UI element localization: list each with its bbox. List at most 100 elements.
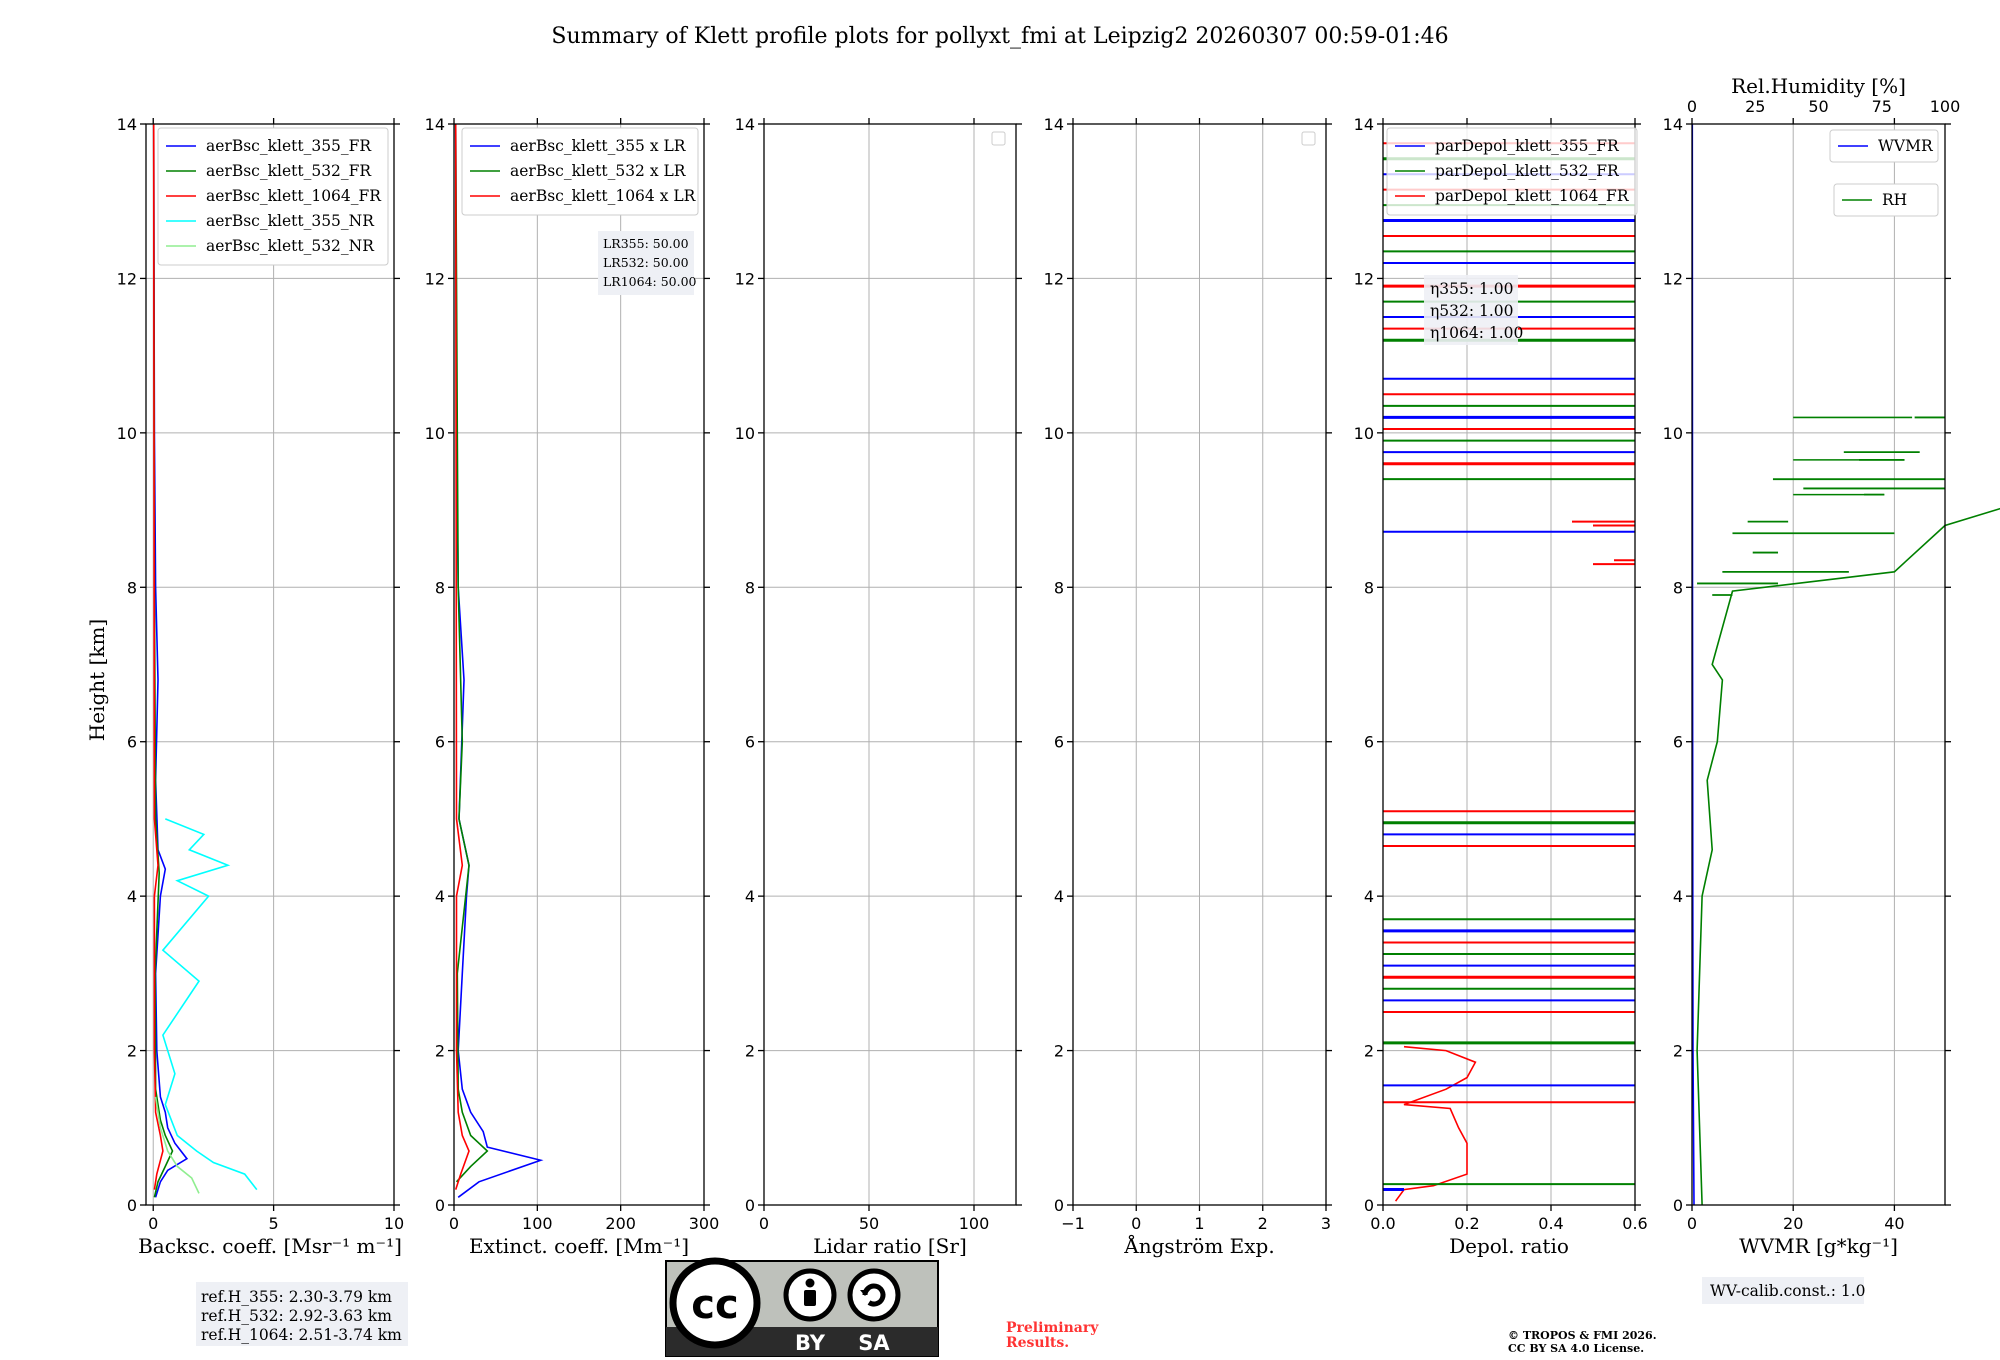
refh-annotation: ref.H_355: 2.30-3.79 km ref.H_532: 2.92-… [196, 1282, 408, 1346]
y-tick-label: 2 [1673, 1042, 1683, 1061]
x-tick-label: 0 [1687, 1214, 1697, 1233]
legend-label: aerBsc_klett_355 x LR [510, 137, 687, 155]
y-tick-label: 14 [1354, 115, 1374, 134]
x-tick-label: 5 [269, 1214, 279, 1233]
y-tick-label: 0 [1054, 1196, 1064, 1215]
y-tick-label: 4 [1673, 887, 1683, 906]
y-tick-label: 8 [127, 578, 137, 597]
y-tick-label: 8 [1054, 578, 1064, 597]
copyright-line-2: CC BY SA 4.0 License. [1508, 1342, 1644, 1355]
lr-1064: LR1064: 50.00 [603, 274, 697, 289]
y-tick-label: 12 [117, 269, 137, 288]
y-tick-label: 6 [1364, 733, 1374, 752]
wv-calib-annotation: WV-calib.const.: 1.0 [1702, 1277, 1866, 1304]
x-tick-label: 200 [605, 1214, 636, 1233]
y-tick-label: 12 [735, 269, 755, 288]
y-tick-label: 4 [127, 887, 137, 906]
panel-frame [763, 123, 1017, 1206]
lr-355: LR355: 50.00 [603, 236, 689, 251]
x-axis-label: Backsc. coeff. [Msr⁻¹ m⁻¹] [138, 1234, 402, 1258]
legend-label: aerBsc_klett_532 x LR [510, 162, 687, 180]
y-axis-label: Height [km] [85, 619, 109, 741]
panel-frame [1382, 123, 1636, 1206]
x-tick-label: 0 [449, 1214, 459, 1233]
x-tick-label: 100 [959, 1214, 990, 1233]
y-tick-label: 14 [425, 115, 445, 134]
x2-tick-label: 0 [1687, 97, 1697, 116]
series-line-aerBsc_klett_355_NR [161, 818, 258, 1191]
panel-frame [145, 123, 395, 1206]
y-tick-label: 12 [1044, 269, 1064, 288]
legend-label: parDepol_klett_355_FR [1435, 137, 1620, 155]
series-line-aerBsc_klett_1064_FR [152, 123, 164, 1190]
y-tick-label: 14 [1663, 115, 1683, 134]
x-tick-label: 2 [1258, 1214, 1268, 1233]
refh-1064: ref.H_1064: 2.51-3.74 km [201, 1326, 402, 1344]
y-tick-label: 10 [425, 424, 445, 443]
y-tick-label: 2 [435, 1042, 445, 1061]
y-tick-label: 10 [735, 424, 755, 443]
legend-label: aerBsc_klett_355_FR [206, 137, 372, 155]
eta-annotation: η355: 1.00 η532: 1.00 η1064: 1.00 [1424, 275, 1523, 345]
y-tick-label: 6 [745, 733, 755, 752]
panel-depol: 0.0 0.2 0.4 0.6 0 2 4 6 8 10 12 14 Depol. ratio parDe… [1354, 115, 1648, 1258]
x-tick-label: 0.0 [1370, 1214, 1395, 1233]
x2-tick-label: 75 [1872, 97, 1892, 116]
panel-frame [453, 123, 705, 1206]
x-axis-label: Depol. ratio [1449, 1234, 1569, 1258]
y-tick-label: 2 [127, 1042, 137, 1061]
y-tick-label: 10 [1354, 424, 1374, 443]
y-tick-label: 4 [1364, 887, 1374, 906]
cc-icon [669, 1257, 761, 1349]
series-line-aerBsc_klett_355_FR [152, 123, 189, 1198]
y-tick-label: 2 [745, 1042, 755, 1061]
eta-1064: η1064: 1.00 [1430, 324, 1523, 342]
y-tick-label: 4 [1054, 887, 1064, 906]
legend-label: parDepol_klett_532_FR [1435, 162, 1620, 180]
y-tick-label: 0 [127, 1196, 137, 1215]
y-tick-label: 2 [1054, 1042, 1064, 1061]
cc-by-sa-badge: cc BY SA [665, 1257, 939, 1357]
y-tick-label: 8 [1673, 578, 1683, 597]
legend-box [157, 127, 389, 266]
legend-box [1386, 127, 1638, 216]
y-tick-label: 12 [1354, 269, 1374, 288]
x-axis-label: Extinct. coeff. [Mm⁻¹] [469, 1234, 689, 1258]
refh-355: ref.H_355: 2.30-3.79 km [201, 1288, 392, 1306]
x-tick-label: 20 [1783, 1214, 1803, 1233]
by-label: BY [795, 1331, 826, 1355]
x-tick-label: 0.2 [1454, 1214, 1479, 1233]
series-line-aerBsc_klett_532_NR [154, 1096, 200, 1194]
series-line-RH [1696, 507, 2000, 1206]
cc-text: cc [691, 1282, 738, 1328]
legend-label: aerBsc_klett_532_FR [206, 162, 372, 180]
x-tick-label: −1 [1061, 1214, 1085, 1233]
x2-tick-label: 50 [1808, 97, 1828, 116]
y-tick-label: 0 [1364, 1196, 1374, 1215]
refh-532: ref.H_532: 2.92-3.63 km [201, 1307, 392, 1325]
panel-frame [1691, 123, 1946, 1206]
x2-tick-label: 25 [1745, 97, 1765, 116]
y-tick-label: 0 [745, 1196, 755, 1215]
x-axis-label: Ångström Exp. [1123, 1233, 1274, 1258]
x-tick-label: 0 [759, 1214, 769, 1233]
x-tick-label: 0 [148, 1214, 158, 1233]
y-tick-label: 6 [1054, 733, 1064, 752]
eta-355: η355: 1.00 [1430, 280, 1514, 298]
y-tick-label: 10 [1663, 424, 1683, 443]
panel-lidar-ratio: 0 50 100 0 2 4 6 8 10 12 14 Lidar ratio [Sr] [735, 115, 1022, 1258]
preliminary-line-2: Results. [1006, 1335, 1069, 1351]
y-tick-label: 8 [1364, 578, 1374, 597]
y-tick-label: 8 [435, 578, 445, 597]
x-axis-label: Lidar ratio [Sr] [813, 1234, 967, 1258]
wv-calib-text: WV-calib.const.: 1.0 [1710, 1282, 1866, 1300]
panel-backscatter: 0 5 10 0 2 4 6 8 10 12 14 Backsc. coeff. [Msr⁻¹ m⁻¹… [117, 115, 405, 1258]
sa-label: SA [858, 1331, 890, 1355]
legend-box [461, 127, 699, 216]
y-tick-label: 14 [117, 115, 137, 134]
x-tick-label: 0.4 [1538, 1214, 1563, 1233]
series-line-aerBsc_klett_1064 x LR [454, 123, 470, 1190]
figure-title: Summary of Klett profile plots for polly… [551, 24, 1448, 49]
y-tick-label: 0 [435, 1196, 445, 1215]
